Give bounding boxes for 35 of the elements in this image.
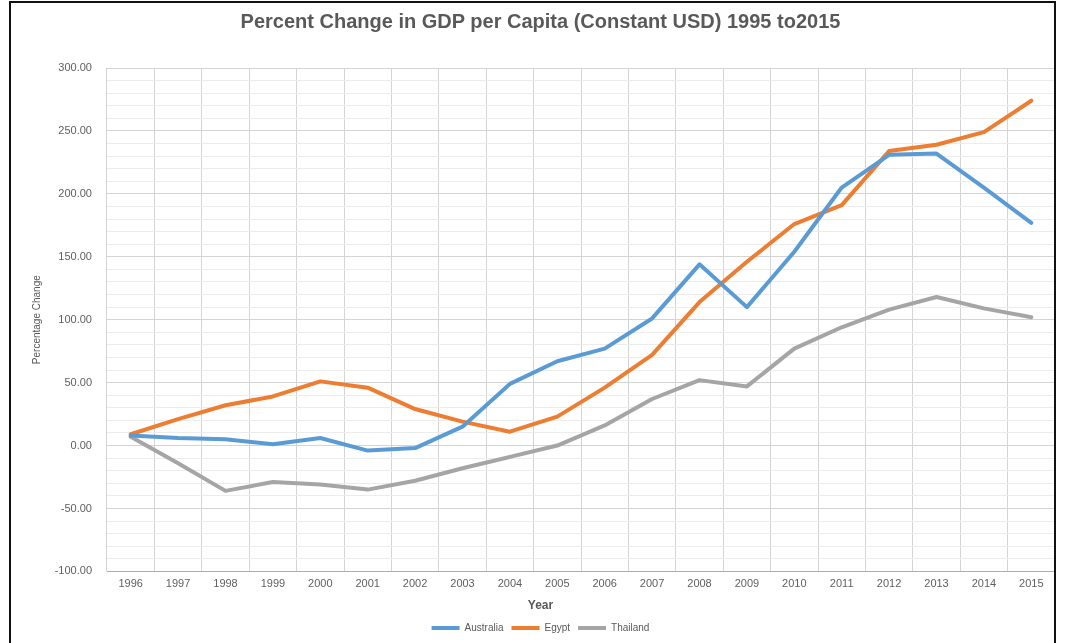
x-tick-label: 1996 bbox=[118, 577, 143, 590]
y-tick-label: 150.00 bbox=[58, 249, 92, 262]
x-tick-label: 2015 bbox=[1019, 577, 1044, 590]
y-tick-label: 0.00 bbox=[70, 438, 92, 451]
legend-label: Australia bbox=[464, 621, 504, 633]
x-tick-label: 2011 bbox=[829, 577, 854, 590]
y-tick-label: -50.00 bbox=[60, 501, 92, 514]
y-tick-label: 50.00 bbox=[64, 375, 92, 388]
legend-label: Thailand bbox=[611, 621, 650, 633]
x-tick-label: 2001 bbox=[355, 577, 380, 590]
x-tick-label: 2009 bbox=[734, 577, 760, 590]
y-tick-label: -100.00 bbox=[54, 564, 92, 577]
y-tick-label: 250.00 bbox=[58, 123, 92, 136]
x-tick-label: 2006 bbox=[592, 577, 617, 590]
x-tick-label: 2005 bbox=[545, 577, 570, 590]
x-tick-label: 1999 bbox=[260, 577, 286, 590]
x-tick-label: 2008 bbox=[687, 577, 712, 590]
y-tick-label: 300.00 bbox=[58, 61, 92, 74]
chart-title: Percent Change in GDP per Capita (Constant USD) 1995 to2015 bbox=[240, 9, 841, 32]
x-tick-label: 2002 bbox=[402, 577, 428, 590]
y-tick-label: 100.00 bbox=[58, 312, 92, 325]
x-tick-label: 2014 bbox=[971, 577, 997, 590]
x-tick-label: 2004 bbox=[497, 577, 523, 590]
y-tick-label: 200.00 bbox=[58, 186, 92, 199]
y-axis-title: Percentage Change bbox=[30, 274, 42, 365]
x-tick-label: 2010 bbox=[782, 577, 807, 590]
x-axis-title: Year bbox=[527, 598, 554, 613]
x-tick-label: 1997 bbox=[165, 577, 191, 590]
x-tick-label: 1998 bbox=[213, 577, 238, 590]
legend-label: Egypt bbox=[544, 621, 571, 633]
x-tick-label: 2013 bbox=[924, 577, 949, 590]
x-tick-label: 2012 bbox=[876, 577, 902, 590]
x-tick-label: 2007 bbox=[639, 577, 665, 590]
x-tick-label: 2000 bbox=[308, 577, 333, 590]
x-tick-label: 2003 bbox=[450, 577, 475, 590]
